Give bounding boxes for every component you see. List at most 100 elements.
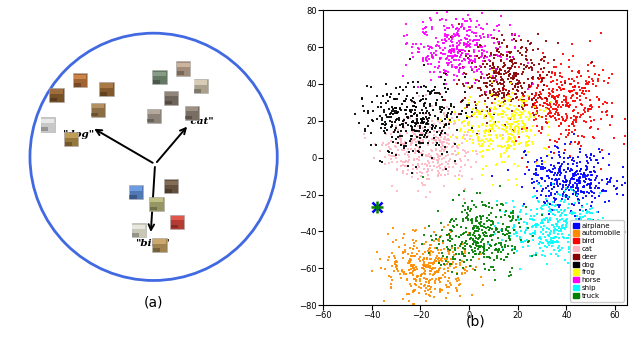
automobile (415, 277, 425, 282)
deer (513, 81, 524, 86)
ship (516, 207, 526, 212)
ship (535, 239, 545, 244)
automobile (444, 284, 454, 290)
truck (497, 228, 508, 234)
deer (502, 77, 513, 82)
truck (461, 215, 471, 221)
airplane (573, 191, 583, 196)
deer (467, 83, 477, 89)
deer (467, 84, 477, 89)
deer (541, 95, 551, 101)
deer (475, 43, 485, 48)
frog (468, 140, 479, 145)
automobile (440, 271, 450, 276)
truck (448, 255, 458, 260)
deer (507, 108, 517, 114)
automobile (412, 273, 422, 279)
truck (502, 224, 512, 230)
deer (497, 40, 508, 45)
bird (584, 106, 594, 112)
truck (432, 245, 442, 250)
bird (504, 91, 514, 96)
cat (391, 155, 401, 161)
Bar (41, 119, 54, 123)
frog (454, 117, 464, 122)
deer (498, 77, 508, 83)
deer (454, 21, 464, 26)
cat (412, 143, 422, 148)
frog (479, 115, 489, 120)
bird (568, 98, 578, 103)
bird (569, 107, 579, 112)
horse (476, 54, 486, 60)
airplane (583, 172, 593, 178)
automobile (391, 262, 401, 268)
bird (547, 71, 557, 76)
bird (541, 116, 551, 122)
cat (360, 135, 371, 140)
bird (532, 105, 542, 111)
airplane (546, 182, 556, 188)
frog (469, 112, 479, 117)
ship (598, 227, 608, 232)
automobile (453, 276, 463, 281)
frog (513, 164, 524, 169)
deer (509, 44, 520, 50)
horse (508, 55, 518, 60)
frog (499, 109, 509, 115)
bird (527, 104, 538, 110)
frog (497, 103, 507, 109)
frog (521, 139, 531, 144)
cat (414, 158, 424, 163)
bird (562, 113, 572, 119)
truck (447, 216, 457, 222)
frog (492, 94, 502, 99)
deer (499, 95, 509, 100)
truck (479, 252, 490, 257)
horse (438, 40, 448, 46)
deer (506, 98, 516, 104)
dog (376, 125, 386, 131)
automobile (464, 230, 474, 235)
automobile (433, 270, 443, 275)
dog (394, 116, 404, 121)
airplane (548, 172, 559, 178)
horse (411, 42, 421, 47)
horse (461, 18, 472, 23)
airplane (563, 184, 573, 190)
horse (401, 22, 411, 27)
ship (598, 215, 608, 220)
airplane (604, 151, 614, 157)
frog (509, 141, 519, 146)
truck (484, 267, 494, 273)
automobile (386, 284, 396, 290)
bird (532, 95, 543, 101)
ship (552, 240, 563, 245)
ship (539, 223, 549, 228)
bird (602, 112, 612, 118)
bird (597, 147, 607, 153)
airplane (568, 176, 578, 182)
dog (376, 101, 386, 106)
dog (401, 108, 411, 113)
bird (594, 104, 604, 110)
automobile (460, 271, 470, 276)
airplane (536, 175, 547, 180)
deer (539, 54, 549, 60)
cat (444, 125, 454, 131)
truck (500, 208, 511, 214)
automobile (436, 259, 447, 264)
automobile (419, 276, 429, 281)
frog (477, 144, 487, 149)
dog (409, 103, 419, 109)
ship (501, 200, 511, 205)
frog (515, 97, 525, 102)
cat (406, 136, 417, 142)
deer (506, 98, 516, 103)
horse (483, 49, 493, 55)
dog (446, 111, 456, 117)
ship (579, 234, 589, 239)
truck (461, 257, 472, 262)
ship (483, 241, 493, 247)
automobile (412, 245, 422, 250)
